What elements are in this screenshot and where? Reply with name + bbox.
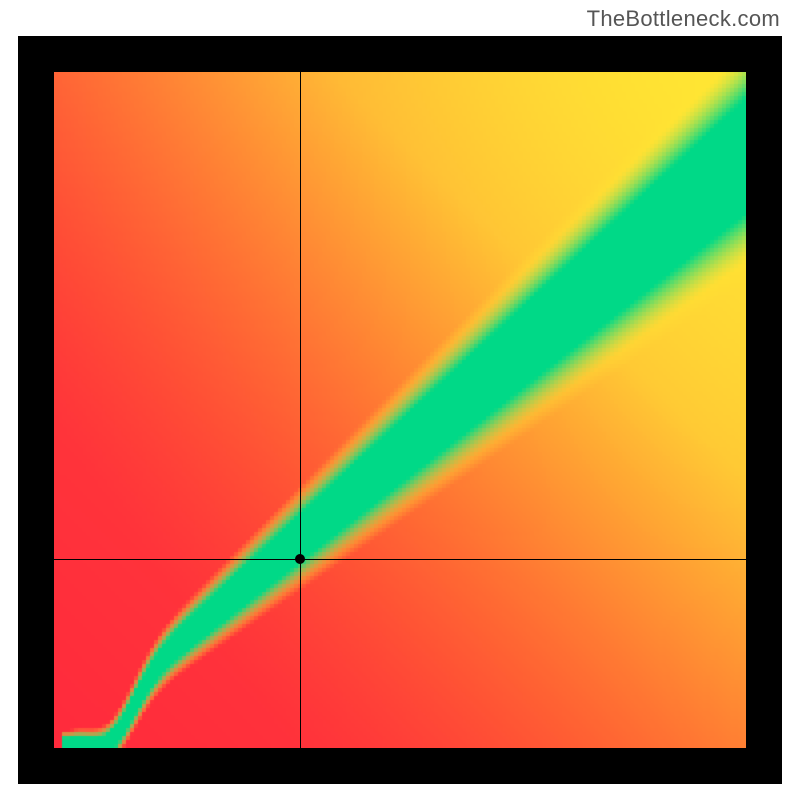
watermark-text: TheBottleneck.com — [587, 6, 780, 32]
crosshair-horizontal — [54, 559, 746, 560]
heatmap-canvas — [54, 72, 746, 748]
data-point-marker — [295, 554, 305, 564]
chart-container: TheBottleneck.com — [0, 0, 800, 800]
crosshair-vertical — [300, 72, 301, 748]
plot-area — [54, 72, 746, 748]
